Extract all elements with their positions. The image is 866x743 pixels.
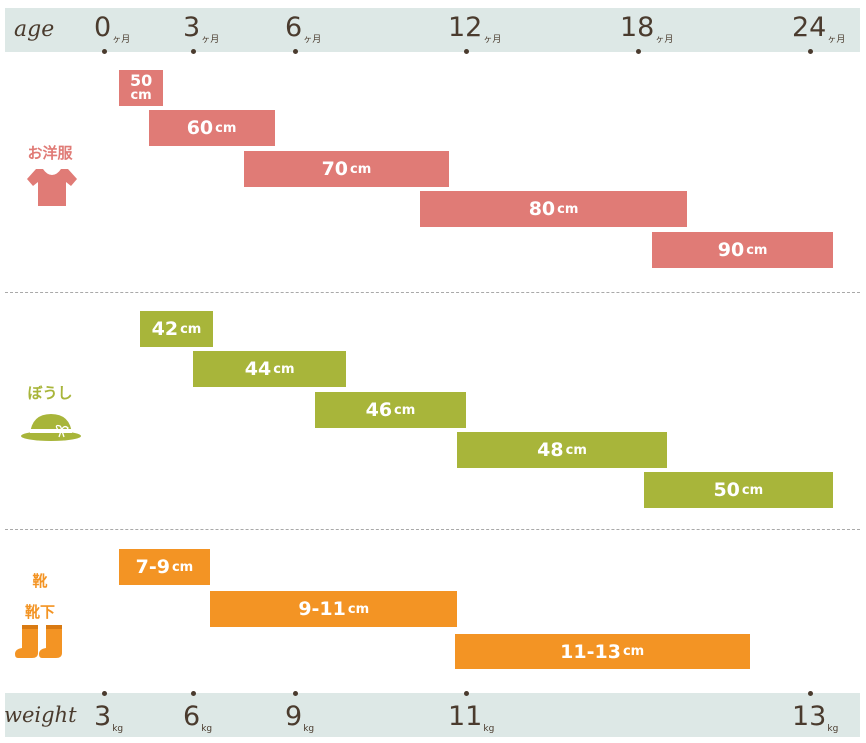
size-bar: 60 cm (148, 110, 275, 146)
size-bar-unit: cm (350, 161, 372, 177)
size-bar-unit: cm (557, 201, 579, 217)
section-divider (5, 292, 860, 293)
section-divider (5, 529, 860, 530)
age-tick-label: 24ヶ月 (792, 14, 845, 54)
weight-tick-dot (292, 691, 298, 696)
age-tick-unit: ヶ月 (827, 35, 846, 45)
size-bar: 90 cm (652, 232, 833, 268)
size-bar: 48 cm (457, 432, 667, 468)
size-bar-value: 46 (365, 399, 393, 421)
weight-tick-unit: kg (303, 724, 315, 734)
age-tick-unit: ヶ月 (655, 35, 674, 45)
size-bar: 50 cm (643, 472, 833, 508)
category-label-clothes: お洋服 (27, 144, 73, 162)
size-bar: 46 cm (314, 392, 466, 428)
size-bar-value: 7-9 (135, 556, 170, 578)
weight-tick-value: 3 (94, 701, 112, 732)
size-bar: 7-9 cm (118, 549, 210, 585)
category-label-hat: ぼうし (27, 384, 73, 402)
age-axis-strip (5, 8, 860, 52)
age-tick-label: 18ヶ月 (620, 14, 673, 54)
age-tick-dot (635, 49, 641, 54)
age-tick-unit: ヶ月 (483, 35, 502, 45)
weight-tick-value: 11 (448, 701, 483, 732)
age-tick-unit: ヶ月 (112, 35, 131, 45)
size-bar: 50 cm (118, 70, 164, 106)
size-bar-value: 80 (528, 198, 556, 220)
weight-axis-strip (5, 693, 860, 737)
size-bar-value: 9-11 (298, 598, 346, 620)
size-bar-value: 90 (717, 239, 745, 261)
size-bar-value: 50 (129, 71, 153, 90)
weight-tick-dot (463, 691, 469, 696)
age-tick-value: 3 (183, 12, 201, 43)
weight-tick-label: 9kg (285, 703, 314, 743)
weight-tick-value: 6 (183, 701, 201, 732)
weight-tick-label: 13kg (792, 703, 838, 743)
age-tick-value: 0 (94, 12, 112, 43)
size-bar: 70 cm (244, 151, 449, 187)
t-shirt-icon (27, 169, 77, 206)
size-bar-unit: cm (394, 402, 416, 418)
age-tick-value: 12 (448, 12, 483, 43)
size-bar-unit: cm (746, 242, 768, 258)
size-bar-unit: cm (741, 482, 764, 498)
size-bar-unit: cm (171, 559, 194, 575)
size-bar-unit: cm (130, 88, 152, 103)
size-bar: 11-13 cm (454, 634, 750, 669)
age-tick-value: 18 (620, 12, 655, 43)
age-tick-label: 0ヶ月 (94, 14, 130, 54)
weight-tick-unit: kg (201, 724, 213, 734)
size-bar-unit: cm (347, 601, 370, 617)
size-bar: 44 cm (193, 351, 347, 387)
weight-tick-dot (101, 691, 107, 696)
age-tick-label: 12ヶ月 (448, 14, 501, 54)
weight-tick-label: 11kg (448, 703, 494, 743)
size-bar-value: 60 (186, 117, 214, 139)
weight-tick-value: 9 (285, 701, 303, 732)
size-bar-unit: cm (622, 644, 645, 659)
age-tick-label: 6ヶ月 (285, 14, 321, 54)
size-bar-value: 70 (321, 158, 349, 180)
age-tick-dot (807, 49, 813, 54)
size-bar-value: 44 (244, 358, 272, 380)
age-tick-value: 24 (792, 12, 827, 43)
category-label-shoes: 靴 靴下 (24, 572, 55, 621)
weight-tick-unit: kg (827, 724, 839, 734)
size-bar-unit: cm (215, 120, 237, 136)
weight-axis-title: weight (4, 703, 77, 727)
size-bar-value: 50 (713, 479, 740, 501)
age-tick-dot (190, 49, 196, 54)
size-bar-unit: cm (565, 442, 587, 458)
weight-tick-label: 6kg (183, 703, 212, 743)
weight-tick-dot (807, 691, 813, 696)
size-bar-value: 11-13 (560, 640, 621, 663)
weight-tick-unit: kg (112, 724, 124, 734)
age-tick-dot (463, 49, 469, 54)
size-bar-unit: cm (273, 361, 295, 377)
hat-icon (21, 414, 81, 441)
age-tick-unit: ヶ月 (303, 35, 322, 45)
size-bar-value: 42 (151, 318, 179, 340)
age-tick-label: 3ヶ月 (183, 14, 219, 54)
size-bar-unit: cm (180, 321, 202, 337)
weight-tick-unit: kg (483, 724, 495, 734)
age-axis-title: age (14, 17, 55, 42)
age-tick-unit: ヶ月 (201, 35, 220, 45)
size-bar: 80 cm (420, 191, 687, 227)
boots-icon (15, 625, 62, 658)
weight-tick-dot (190, 691, 196, 696)
weight-tick-label: 3kg (94, 703, 123, 743)
size-bar: 9-11 cm (210, 591, 458, 627)
weight-tick-value: 13 (792, 701, 827, 732)
age-tick-dot (292, 49, 298, 54)
size-bar: 42 cm (139, 311, 214, 347)
size-bar-value: 48 (537, 439, 564, 461)
age-tick-dot (101, 49, 107, 54)
age-tick-value: 6 (285, 12, 303, 43)
